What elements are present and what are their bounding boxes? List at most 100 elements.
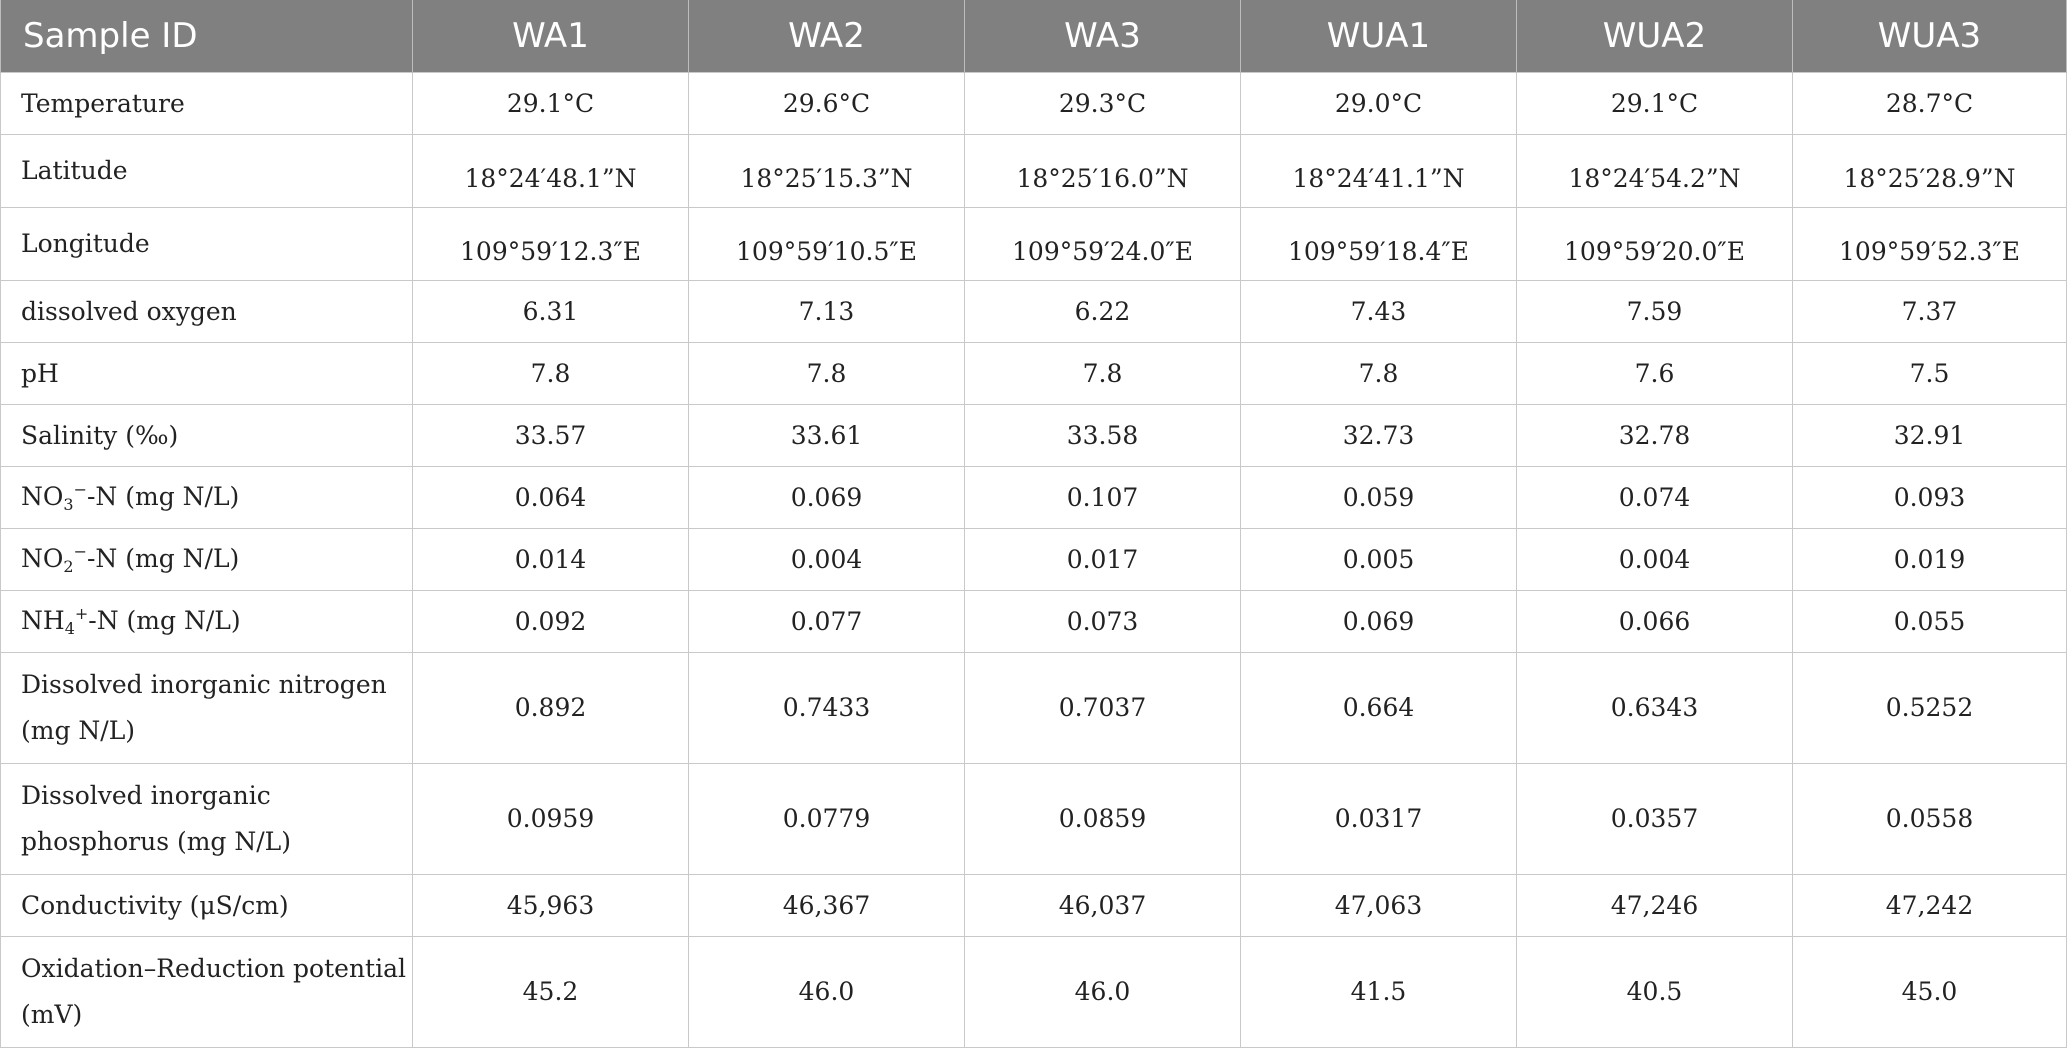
- row-label: dissolved oxygen: [0, 280, 413, 343]
- row-label: Latitude: [0, 134, 413, 208]
- row-label: pH: [0, 342, 413, 405]
- table-cell: 47,063: [1240, 874, 1517, 937]
- table-cell: 109°59′10.5″E: [688, 207, 965, 281]
- table-row: Latitude 18°24′48.1”N 18°25′15.3”N 18°25…: [0, 134, 2067, 208]
- table-cell: 45.2: [412, 936, 689, 1048]
- table-cell: 18°24′54.2”N: [1516, 134, 1793, 208]
- table-cell: 7.37: [1792, 280, 2067, 343]
- table-cell: 109°59′12.3″E: [412, 207, 689, 281]
- header-sample-id: Sample ID: [0, 0, 413, 73]
- label-subscript: 4: [64, 619, 75, 638]
- table-cell: 0.0317: [1240, 763, 1517, 875]
- table-cell: 0.664: [1240, 652, 1517, 764]
- table-cell: 6.31: [412, 280, 689, 343]
- row-label: Longitude: [0, 207, 413, 281]
- table-cell: 18°25′16.0”N: [964, 134, 1241, 208]
- table-cell: 0.7433: [688, 652, 965, 764]
- label-text: NH: [21, 606, 65, 635]
- table-cell: 33.57: [412, 404, 689, 467]
- table-cell: 0.077: [688, 590, 965, 653]
- table-cell: 46,037: [964, 874, 1241, 937]
- table-cell: 7.5: [1792, 342, 2067, 405]
- table-cell: 0.6343: [1516, 652, 1793, 764]
- table-cell: 109°59′18.4″E: [1240, 207, 1517, 281]
- table-cell: 29.0°C: [1240, 72, 1517, 135]
- label-text: NO: [21, 482, 64, 511]
- label-text: -N (mg N/L): [86, 544, 240, 573]
- table-row: Temperature 29.1°C 29.6°C 29.3°C 29.0°C …: [0, 72, 2067, 135]
- table-cell: 0.005: [1240, 528, 1517, 591]
- row-label-orp: Oxidation–Reduction potential (mV): [0, 936, 413, 1048]
- row-label-dip: Dissolved inorganic phosphorus (mg N/L): [0, 763, 413, 875]
- table-cell: 0.069: [688, 466, 965, 529]
- table-cell: 0.014: [412, 528, 689, 591]
- label-line: (mg N/L): [21, 716, 136, 745]
- header-wua3: WUA3: [1792, 0, 2067, 73]
- table-row: NO2−-N (mg N/L) 0.014 0.004 0.017 0.005 …: [0, 528, 2067, 591]
- table-cell: 0.0779: [688, 763, 965, 875]
- table-cell: 41.5: [1240, 936, 1517, 1048]
- table-cell: 0.0558: [1792, 763, 2067, 875]
- table-cell: 46.0: [688, 936, 965, 1048]
- label-text: NO: [21, 544, 64, 573]
- table-cell: 0.004: [1516, 528, 1793, 591]
- label-superscript: −: [73, 480, 87, 499]
- table-cell: 7.6: [1516, 342, 1793, 405]
- row-label: Salinity (‰): [0, 404, 413, 467]
- table-row: pH 7.8 7.8 7.8 7.8 7.6 7.5: [0, 342, 2067, 405]
- header-wa2: WA2: [688, 0, 965, 73]
- header-wa1: WA1: [412, 0, 689, 73]
- table-cell: 32.78: [1516, 404, 1793, 467]
- table-cell: 0.093: [1792, 466, 2067, 529]
- table-cell: 18°25′15.3”N: [688, 134, 965, 208]
- table-cell: 0.0959: [412, 763, 689, 875]
- label-text: -N (mg N/L): [88, 606, 241, 635]
- table-cell: 46.0: [964, 936, 1241, 1048]
- label-superscript: +: [74, 604, 89, 623]
- table-row: dissolved oxygen 6.31 7.13 6.22 7.43 7.5…: [0, 280, 2067, 343]
- table-cell: 18°24′41.1”N: [1240, 134, 1517, 208]
- header-wua1: WUA1: [1240, 0, 1517, 73]
- table-cell: 47,246: [1516, 874, 1793, 937]
- table-cell: 32.73: [1240, 404, 1517, 467]
- header-row: Sample ID WA1 WA2 WA3 WUA1 WUA2 WUA3: [0, 0, 2067, 73]
- table-cell: 0.055: [1792, 590, 2067, 653]
- table-cell: 109°59′24.0″E: [964, 207, 1241, 281]
- table-row: Salinity (‰) 33.57 33.61 33.58 32.73 32.…: [0, 404, 2067, 467]
- table-row: Longitude 109°59′12.3″E 109°59′10.5″E 10…: [0, 207, 2067, 281]
- table-row: NH4+-N (mg N/L) 0.092 0.077 0.073 0.069 …: [0, 590, 2067, 653]
- table-cell: 109°59′52.3″E: [1792, 207, 2067, 281]
- table-cell: 0.892: [412, 652, 689, 764]
- table-cell: 29.1°C: [1516, 72, 1793, 135]
- row-label-ammonium: NH4+-N (mg N/L): [0, 590, 413, 653]
- label-line: Oxidation–Reduction potential: [21, 954, 406, 983]
- table-cell: 28.7°C: [1792, 72, 2067, 135]
- label-superscript: −: [73, 542, 87, 561]
- table-cell: 46,367: [688, 874, 965, 937]
- table-cell: 18°24′48.1”N: [412, 134, 689, 208]
- row-label-nitrite: NO2−-N (mg N/L): [0, 528, 413, 591]
- table-cell: 29.3°C: [964, 72, 1241, 135]
- table-cell: 0.069: [1240, 590, 1517, 653]
- table-cell: 0.059: [1240, 466, 1517, 529]
- table-cell: 0.019: [1792, 528, 2067, 591]
- table-cell: 45.0: [1792, 936, 2067, 1048]
- table-cell: 7.43: [1240, 280, 1517, 343]
- table-cell: 7.59: [1516, 280, 1793, 343]
- row-label-din: Dissolved inorganic nitrogen (mg N/L): [0, 652, 413, 764]
- table-cell: 0.0357: [1516, 763, 1793, 875]
- header-wua2: WUA2: [1516, 0, 1793, 73]
- label-subscript: 2: [63, 557, 74, 576]
- label-line: Dissolved inorganic: [21, 781, 271, 810]
- table-cell: 7.8: [1240, 342, 1517, 405]
- table-row: Oxidation–Reduction potential (mV) 45.2 4…: [0, 936, 2067, 1048]
- table-cell: 45,963: [412, 874, 689, 937]
- label-subscript: 3: [63, 495, 74, 514]
- table-cell: 0.074: [1516, 466, 1793, 529]
- table-cell: 0.5252: [1792, 652, 2067, 764]
- table-cell: 0.073: [964, 590, 1241, 653]
- table-cell: 18°25′28.9”N: [1792, 134, 2067, 208]
- header-wa3: WA3: [964, 0, 1241, 73]
- table-cell: 7.8: [964, 342, 1241, 405]
- table-row: NO3−-N (mg N/L) 0.064 0.069 0.107 0.059 …: [0, 466, 2067, 529]
